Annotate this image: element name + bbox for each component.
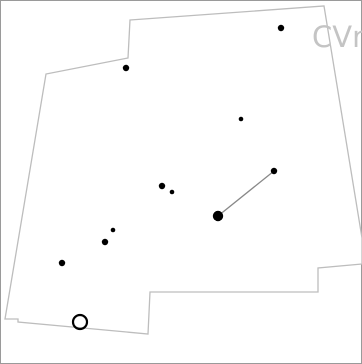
star-upper-left [122, 64, 130, 72]
star-mid-upper [238, 116, 244, 122]
asterism-lines [217, 170, 275, 217]
star-top-right [277, 24, 285, 32]
star-center-b [169, 189, 175, 195]
stars [58, 24, 285, 267]
constellation-boundary [4, 5, 362, 335]
asterism-line [217, 170, 275, 217]
star-left-b [101, 238, 109, 246]
star-right [270, 167, 278, 175]
neighbor-constellation-label: CVn [312, 20, 362, 54]
star-bright [212, 210, 224, 222]
star-far-left [58, 259, 66, 267]
star-left-a [110, 227, 116, 233]
star-center-a [158, 182, 166, 190]
cluster-marker [71, 313, 89, 331]
